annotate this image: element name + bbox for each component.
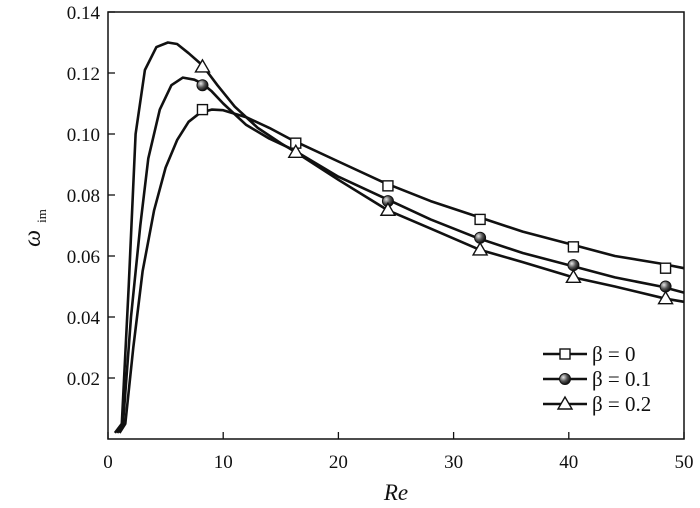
data-point-square <box>567 241 580 253</box>
legend-label: β = 0.1 <box>592 367 651 391</box>
series-line <box>113 41 685 434</box>
legend-label: β = 0.2 <box>592 392 651 416</box>
data-point-triangle <box>565 268 582 284</box>
y-tick-label: 0.12 <box>67 64 100 85</box>
y-tick-labels: 0.02 0.04 0.06 0.08 0.10 0.12 0.14 <box>67 3 101 390</box>
legend-item: β = 0.1 <box>543 367 651 391</box>
series-circle <box>116 76 685 434</box>
x-tick-label: 10 <box>214 452 233 473</box>
y-tick-label: 0.06 <box>67 247 100 268</box>
y-axis-subscript: im <box>34 209 49 223</box>
x-axis-title: Re <box>383 480 408 505</box>
y-tick-label: 0.08 <box>67 186 100 207</box>
y-axis-title: ω im <box>20 209 49 247</box>
legend-marker-circle <box>559 373 571 385</box>
series-layer <box>113 41 685 434</box>
x-tick-label: 50 <box>675 452 694 473</box>
legend-marker-triangle <box>556 395 574 410</box>
series-line <box>116 76 685 434</box>
legend: β = 0β = 0.1β = 0.2 <box>543 342 651 416</box>
legend-item: β = 0 <box>543 342 636 366</box>
data-point-square <box>382 180 394 192</box>
data-point-triangle <box>471 241 489 256</box>
x-tick-labels: 0 10 20 30 40 50 <box>103 452 693 473</box>
plot-frame <box>107 11 685 440</box>
data-point-triangle <box>287 143 304 159</box>
legend-label: β = 0 <box>592 342 636 366</box>
data-point-square <box>196 103 209 116</box>
x-tick-label: 30 <box>444 452 463 473</box>
axis-ticks <box>107 11 685 439</box>
y-tick-label: 0.10 <box>67 125 100 146</box>
data-point-triangle <box>379 201 397 216</box>
series-triangle <box>113 41 685 434</box>
legend-item: β = 0.2 <box>543 392 651 416</box>
x-tick-label: 0 <box>103 452 113 473</box>
x-tick-label: 20 <box>329 452 348 473</box>
data-point-square <box>659 262 672 274</box>
data-point-circle <box>196 79 209 92</box>
data-point-square <box>474 213 486 226</box>
legend-marker-square <box>559 348 571 360</box>
data-point-triangle <box>194 58 211 73</box>
y-tick-label: 0.02 <box>67 369 100 390</box>
svg-text:ω im: ω im <box>20 209 49 247</box>
y-axis-symbol: ω <box>20 230 46 247</box>
y-tick-label: 0.04 <box>67 308 101 329</box>
y-tick-label: 0.14 <box>67 3 101 24</box>
x-tick-label: 40 <box>559 452 578 473</box>
data-point-triangle <box>657 290 674 305</box>
